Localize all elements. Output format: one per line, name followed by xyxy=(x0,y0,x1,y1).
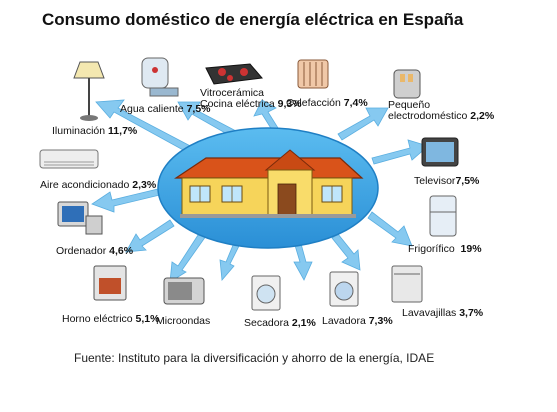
washing-machine-icon xyxy=(329,271,359,307)
dryer-icon xyxy=(251,275,281,311)
arrow-lavadora xyxy=(331,233,361,271)
label-pequeno: Pequeño electrodoméstico 2,2% xyxy=(388,99,495,122)
label-lavadora: Lavadora 7,3% xyxy=(322,315,393,327)
diagram-title: Consumo doméstico de energía eléctrica e… xyxy=(42,10,464,29)
label-calefaccion: Calefacción 7,4% xyxy=(286,97,368,109)
label-televisor: Televisor7,5% xyxy=(414,175,480,187)
label-microondas: Microondas xyxy=(156,315,211,327)
label-agua: Agua caliente 7,5% xyxy=(120,103,211,115)
arrow-pequeno xyxy=(337,107,389,141)
television-icon xyxy=(421,137,459,167)
label-ordenador: Ordenador 4,6% xyxy=(56,245,134,257)
arrow-frigorifico xyxy=(367,211,413,247)
oven-icon xyxy=(93,265,127,301)
microwave-icon xyxy=(163,277,205,305)
source-note: Fuente: Instituto para la diversificació… xyxy=(74,351,435,365)
computer-icon xyxy=(57,201,103,235)
water-heater-icon xyxy=(141,57,179,97)
dishwasher-icon xyxy=(391,265,423,303)
label-horno: Horno eléctrico 5,1% xyxy=(62,313,160,325)
arrow-horno xyxy=(169,231,207,283)
label-vitro: Vitrocerámica Cocina eléctrica 9,3% xyxy=(200,87,302,110)
air-conditioner-icon xyxy=(39,149,99,169)
label-iluminacion: Iluminación 11,7% xyxy=(52,125,138,137)
arrow-aire xyxy=(91,187,165,213)
label-aire: Aire acondicionado 2,3% xyxy=(40,179,157,191)
label-frigorifico: Frigorífico 19% xyxy=(408,243,482,255)
radiator-icon xyxy=(297,59,329,89)
label-lavavajillas: Lavavajillas 3,7% xyxy=(402,307,484,319)
arrow-iluminacion xyxy=(95,99,199,157)
fridge-icon xyxy=(429,195,457,237)
house-illustration xyxy=(174,149,364,218)
lamp-icon xyxy=(73,61,105,121)
label-secadora: Secadora 2,1% xyxy=(244,317,316,329)
arrow-ordenador xyxy=(125,219,175,253)
cooktop-icon xyxy=(205,63,263,85)
toaster-icon xyxy=(393,69,421,99)
arrow-televisor xyxy=(371,139,429,165)
arrows xyxy=(91,99,429,283)
